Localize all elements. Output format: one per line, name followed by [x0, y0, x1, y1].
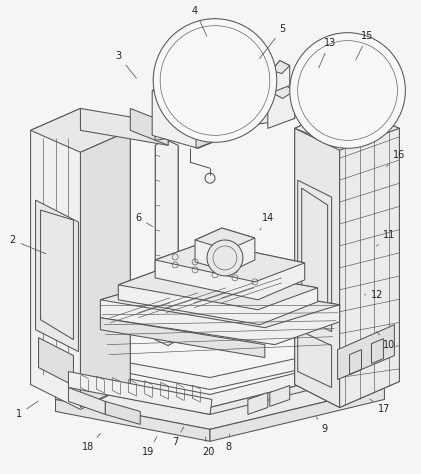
Text: 14: 14: [260, 213, 274, 230]
Text: 16: 16: [386, 150, 405, 166]
Text: 20: 20: [202, 437, 214, 457]
Text: 2: 2: [10, 235, 46, 254]
Text: 18: 18: [82, 433, 101, 452]
Polygon shape: [338, 325, 394, 380]
Polygon shape: [270, 385, 290, 406]
Text: 11: 11: [376, 230, 396, 246]
Polygon shape: [31, 109, 130, 152]
Polygon shape: [100, 318, 265, 357]
Polygon shape: [295, 105, 400, 150]
Polygon shape: [272, 61, 290, 92]
Polygon shape: [69, 388, 105, 414]
Polygon shape: [268, 82, 295, 128]
Polygon shape: [152, 78, 230, 103]
Text: 10: 10: [376, 332, 396, 350]
Polygon shape: [210, 388, 384, 441]
Polygon shape: [105, 401, 140, 424]
Text: 12: 12: [364, 290, 384, 300]
Polygon shape: [165, 51, 218, 71]
Text: 13: 13: [319, 37, 336, 68]
Polygon shape: [39, 337, 73, 385]
Circle shape: [290, 33, 405, 148]
Polygon shape: [36, 200, 78, 352]
Polygon shape: [56, 372, 384, 429]
Polygon shape: [196, 91, 230, 148]
Polygon shape: [70, 355, 370, 408]
Polygon shape: [100, 278, 340, 345]
Polygon shape: [298, 180, 332, 332]
Polygon shape: [155, 103, 295, 140]
Polygon shape: [165, 51, 218, 100]
Polygon shape: [248, 392, 268, 414]
Polygon shape: [100, 278, 340, 328]
Text: 6: 6: [135, 213, 153, 227]
Text: 17: 17: [370, 399, 391, 414]
Polygon shape: [268, 82, 295, 99]
Text: 15: 15: [356, 31, 374, 60]
Polygon shape: [155, 242, 305, 282]
Polygon shape: [295, 128, 340, 408]
Text: 19: 19: [142, 437, 157, 457]
Polygon shape: [155, 242, 305, 300]
Text: 3: 3: [115, 51, 136, 78]
Polygon shape: [205, 18, 225, 25]
Text: 5: 5: [260, 24, 286, 58]
Polygon shape: [272, 61, 290, 73]
Text: 1: 1: [16, 401, 38, 419]
Polygon shape: [118, 263, 318, 310]
Polygon shape: [80, 130, 130, 408]
Circle shape: [153, 18, 277, 142]
Polygon shape: [340, 128, 400, 408]
Polygon shape: [295, 105, 400, 408]
Polygon shape: [80, 109, 168, 146]
Polygon shape: [118, 263, 318, 325]
Text: 4: 4: [192, 6, 207, 36]
Polygon shape: [70, 380, 210, 419]
Text: 8: 8: [225, 434, 231, 452]
Polygon shape: [152, 78, 230, 148]
Polygon shape: [195, 228, 255, 250]
Circle shape: [207, 240, 243, 276]
Polygon shape: [31, 109, 130, 410]
Polygon shape: [130, 109, 168, 146]
Polygon shape: [195, 228, 255, 272]
Polygon shape: [155, 139, 178, 346]
Polygon shape: [298, 330, 332, 388]
Polygon shape: [56, 400, 210, 441]
Polygon shape: [100, 347, 344, 390]
Polygon shape: [210, 367, 370, 419]
Text: 7: 7: [172, 427, 184, 447]
Text: 9: 9: [316, 417, 328, 434]
Polygon shape: [69, 372, 212, 414]
